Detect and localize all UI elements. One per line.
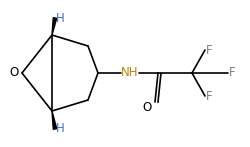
- Polygon shape: [52, 18, 57, 35]
- Text: H: H: [56, 11, 64, 25]
- Polygon shape: [52, 111, 57, 129]
- Text: O: O: [142, 101, 152, 114]
- Text: F: F: [228, 66, 235, 80]
- Text: F: F: [205, 90, 212, 102]
- Text: NH: NH: [121, 66, 138, 80]
- Text: O: O: [10, 66, 19, 80]
- Text: F: F: [205, 44, 212, 56]
- Text: H: H: [56, 122, 64, 136]
